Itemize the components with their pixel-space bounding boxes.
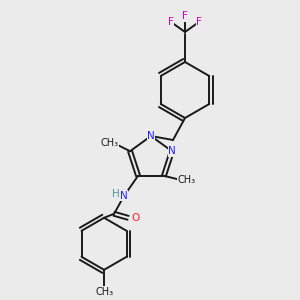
- Text: N: N: [120, 191, 128, 201]
- Text: O: O: [131, 213, 139, 223]
- Text: F: F: [168, 17, 174, 27]
- Text: CH₃: CH₃: [100, 138, 118, 148]
- Text: N: N: [168, 146, 176, 156]
- Text: H: H: [112, 189, 120, 199]
- Text: CH₃: CH₃: [178, 175, 196, 185]
- Text: N: N: [147, 131, 155, 141]
- Text: F: F: [196, 17, 202, 27]
- Text: CH₃: CH₃: [95, 287, 113, 297]
- Text: F: F: [182, 11, 188, 21]
